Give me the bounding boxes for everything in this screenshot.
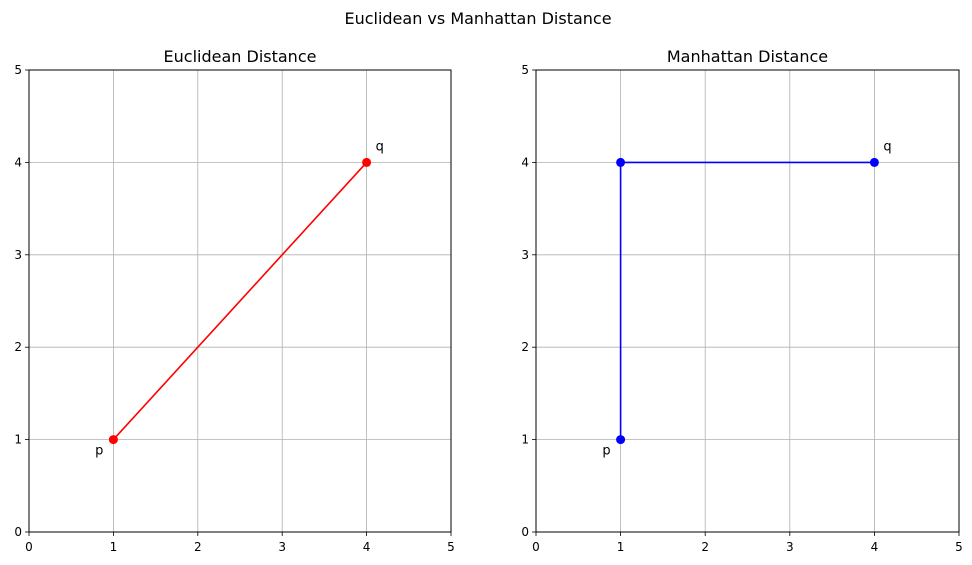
y-tick-label: 2: [14, 340, 22, 354]
y-tick-label: 0: [14, 525, 22, 539]
axes-frame: [535, 69, 960, 533]
x-tick-label: 0: [25, 540, 33, 554]
point-label-q: q: [883, 139, 891, 154]
point-label-p: p: [602, 444, 610, 459]
y-tick-label: 5: [14, 63, 22, 77]
data-point-marker: [869, 157, 879, 167]
x-tick-label: 4: [363, 540, 371, 554]
y-tick-label: 3: [14, 248, 22, 262]
y-tick-label: 2: [521, 340, 529, 354]
data-point-marker: [362, 157, 372, 167]
x-tick-label: 5: [447, 540, 455, 554]
x-tick-label: 3: [278, 540, 286, 554]
point-label-p: p: [95, 444, 103, 459]
y-tick-label: 4: [14, 155, 22, 169]
data-point-marker: [616, 435, 626, 445]
y-tick-label: 1: [521, 433, 529, 447]
x-tick-label: 4: [871, 540, 879, 554]
chart-title: Manhattan Distance: [667, 47, 828, 66]
x-tick-label: 3: [786, 540, 794, 554]
chart-title: Euclidean Distance: [164, 47, 317, 66]
x-tick-label: 0: [532, 540, 540, 554]
y-tick-label: 3: [521, 248, 529, 262]
x-tick-label: 2: [701, 540, 709, 554]
figure-suptitle: Euclidean vs Manhattan Distance: [344, 9, 611, 28]
x-tick-label: 1: [617, 540, 625, 554]
euclidean-distance-chart: Euclidean Distance 0 1 2 3 4 5 0 1 2 3 4 5 p q: [14, 47, 454, 554]
y-tick-label: 5: [521, 63, 529, 77]
x-tick-label: 1: [110, 540, 118, 554]
data-point-marker: [616, 157, 626, 167]
x-tick-label: 2: [194, 540, 202, 554]
y-tick-label: 0: [521, 525, 529, 539]
data-point-marker: [108, 435, 118, 445]
point-label-q: q: [376, 139, 384, 154]
y-tick-label: 1: [14, 433, 22, 447]
manhattan-distance-chart: Manhattan Distance 0 1 2 3 4 5 0 1 2 3 4 5 p q: [521, 47, 962, 554]
x-tick-label: 5: [955, 540, 963, 554]
y-tick-label: 4: [521, 155, 529, 169]
axes-frame: [28, 69, 452, 533]
series-line: [112, 161, 368, 441]
